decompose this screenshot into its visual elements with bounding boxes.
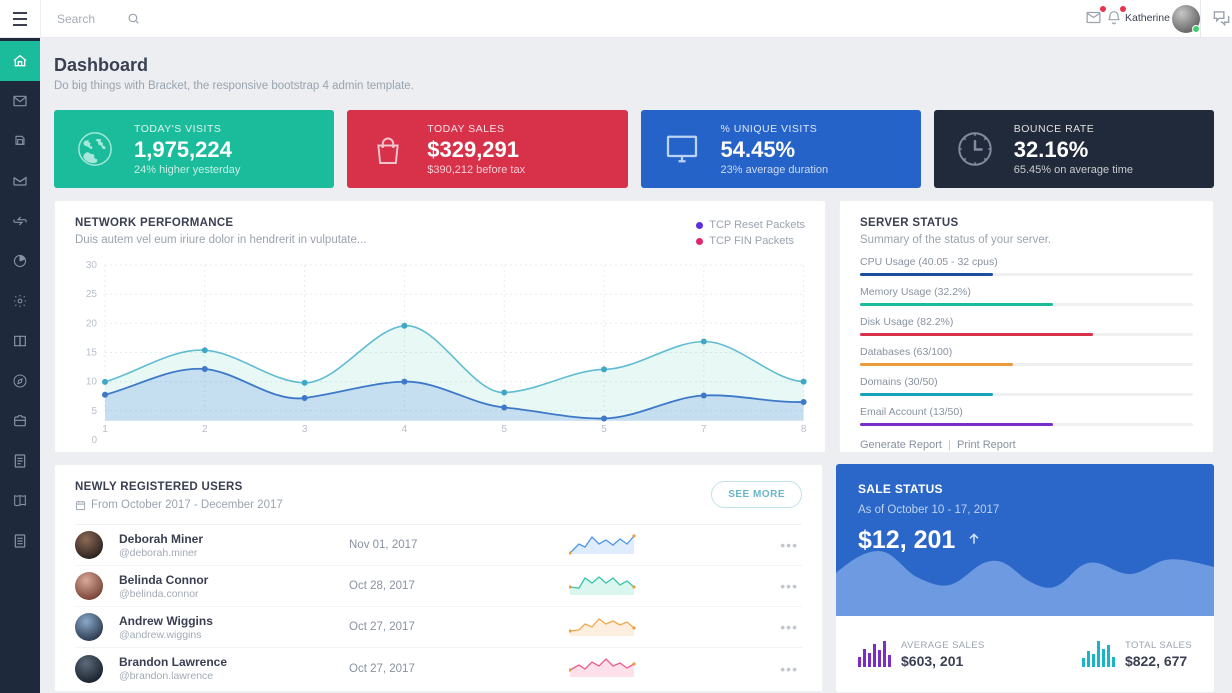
svg-text:25: 25 (86, 289, 98, 300)
svg-text:10: 10 (86, 377, 98, 388)
svg-text:8: 8 (801, 424, 807, 435)
svg-text:2: 2 (202, 424, 208, 435)
svg-text:5: 5 (91, 406, 97, 417)
svg-text:30: 30 (86, 260, 98, 271)
svg-text:7: 7 (701, 424, 707, 435)
svg-text:15: 15 (86, 348, 98, 359)
svg-text:4: 4 (402, 424, 408, 435)
svg-text:0: 0 (91, 435, 97, 446)
svg-text:5: 5 (601, 424, 607, 435)
svg-text:20: 20 (86, 318, 98, 329)
svg-text:1: 1 (102, 424, 108, 435)
svg-text:3: 3 (302, 424, 308, 435)
svg-text:5: 5 (501, 424, 507, 435)
